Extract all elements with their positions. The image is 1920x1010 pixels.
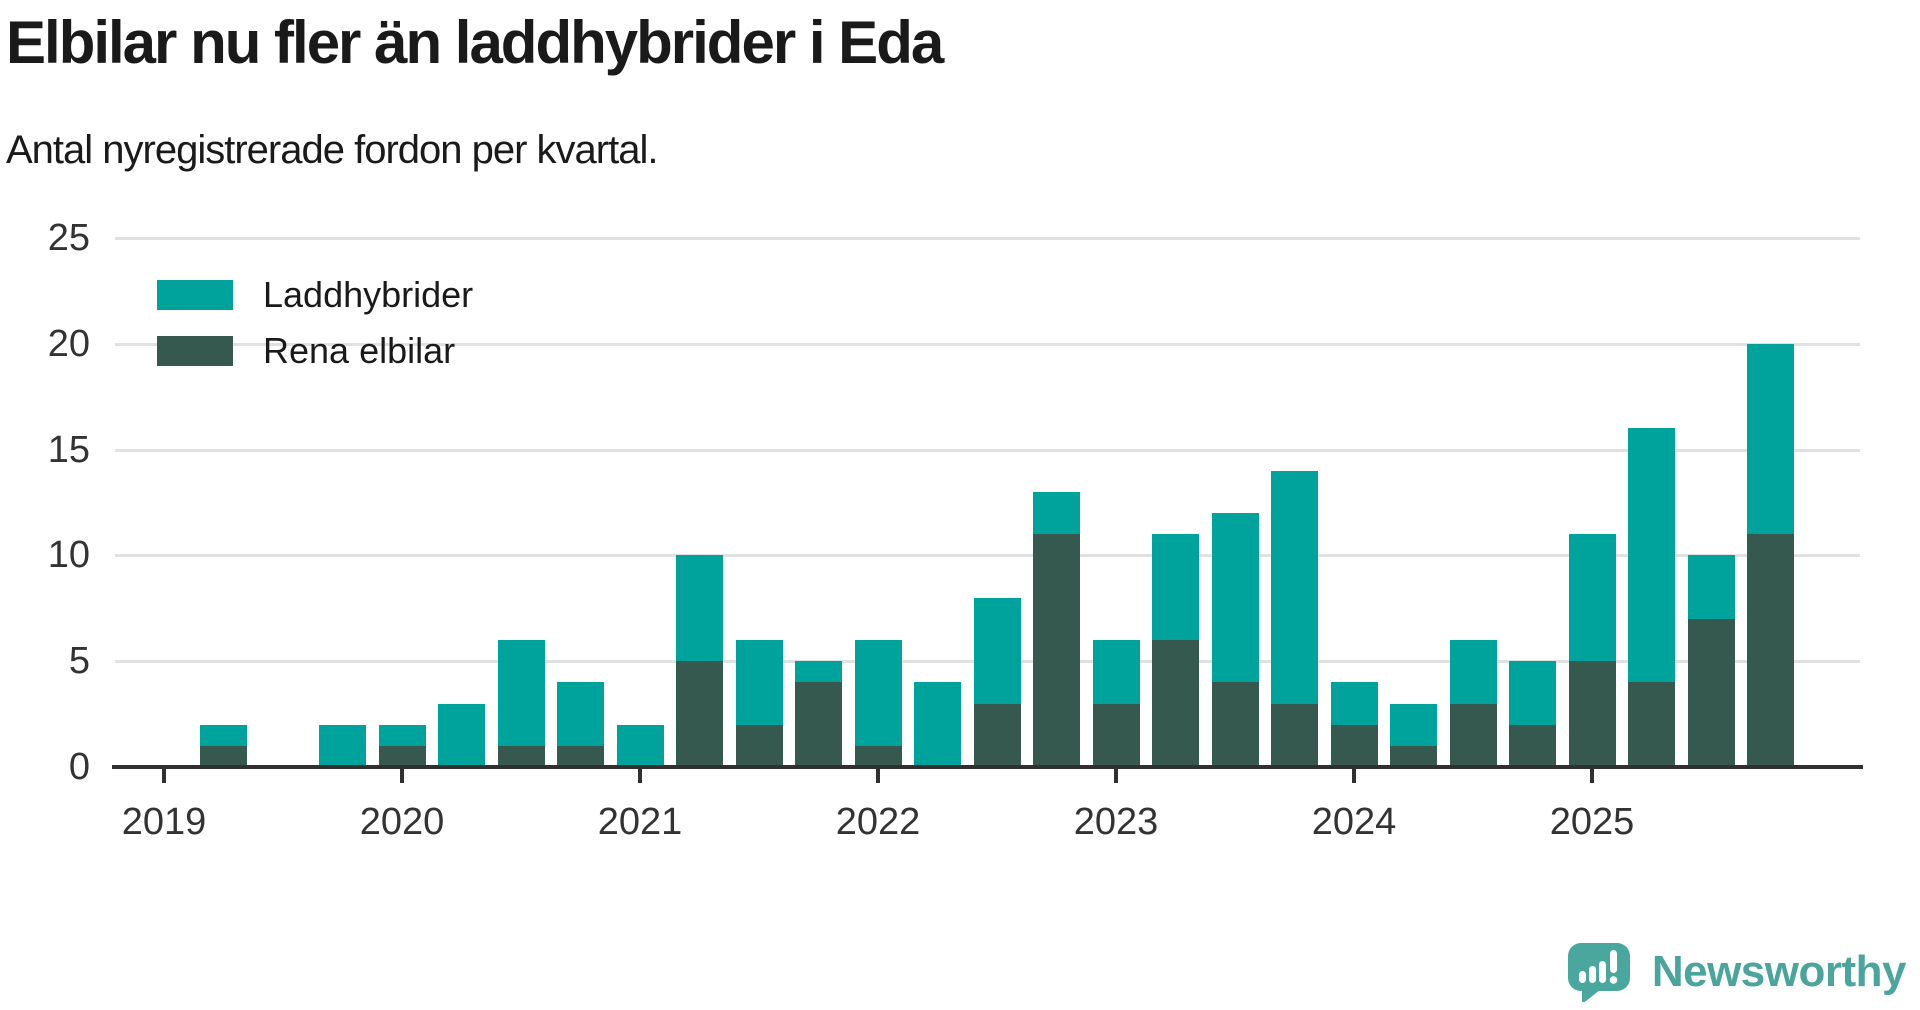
newsworthy-wordmark: Newsworthy <box>1652 940 1906 1004</box>
bar-segment-rena-elbilar <box>379 746 426 767</box>
bar-segment-rena-elbilar <box>1093 704 1140 767</box>
bar-segment-rena-elbilar <box>676 661 723 767</box>
bar-segment-laddhybrider <box>1450 640 1497 703</box>
axis-tick <box>1590 769 1594 783</box>
y-axis-label: 5 <box>0 639 90 683</box>
y-axis-label: 15 <box>0 428 90 472</box>
bar-segment-laddhybrider <box>1212 513 1259 682</box>
bar-segment-rena-elbilar <box>795 682 842 767</box>
x-axis-label: 2024 <box>1274 800 1434 844</box>
bar-segment-rena-elbilar <box>498 746 545 767</box>
bar-segment-rena-elbilar <box>1152 640 1199 767</box>
bar-segment-rena-elbilar <box>200 746 247 767</box>
y-axis-label: 20 <box>0 322 90 366</box>
newsworthy-logo-icon <box>1566 940 1632 1004</box>
x-axis-label: 2025 <box>1512 800 1672 844</box>
axis-tick <box>162 769 166 783</box>
legend: Laddhybrider Rena elbilar <box>157 280 473 392</box>
bar-segment-laddhybrider <box>1688 555 1735 618</box>
bar-segment-laddhybrider <box>1093 640 1140 703</box>
bar-segment-laddhybrider <box>319 725 366 767</box>
x-axis-label: 2022 <box>798 800 958 844</box>
bar-segment-rena-elbilar <box>974 704 1021 767</box>
gridline <box>115 449 1860 452</box>
bar-segment-rena-elbilar <box>1271 704 1318 767</box>
bar-segment-rena-elbilar <box>1331 725 1378 767</box>
bar-segment-laddhybrider <box>617 725 664 767</box>
bar-segment-rena-elbilar <box>1212 682 1259 767</box>
bar-segment-laddhybrider <box>379 725 426 746</box>
bar-segment-laddhybrider <box>795 661 842 682</box>
y-axis-label: 25 <box>0 216 90 260</box>
legend-label: Rena elbilar <box>263 336 455 366</box>
y-axis-label: 10 <box>0 533 90 577</box>
x-axis-label: 2020 <box>322 800 482 844</box>
gridline <box>115 237 1860 240</box>
bar-segment-rena-elbilar <box>1450 704 1497 767</box>
bar-segment-rena-elbilar <box>1509 725 1556 767</box>
bar-segment-rena-elbilar <box>1033 534 1080 767</box>
bar-segment-laddhybrider <box>1271 471 1318 704</box>
axis-tick <box>1352 769 1356 783</box>
bar-segment-rena-elbilar <box>1390 746 1437 767</box>
bar-segment-rena-elbilar <box>1747 534 1794 767</box>
legend-swatch <box>157 336 233 366</box>
x-axis-label: 2021 <box>560 800 720 844</box>
y-axis-label: 0 <box>0 745 90 789</box>
axis-tick <box>400 769 404 783</box>
bar-segment-laddhybrider <box>914 682 961 767</box>
x-axis-label: 2023 <box>1036 800 1196 844</box>
bar-segment-laddhybrider <box>1747 344 1794 534</box>
bar-segment-laddhybrider <box>1033 492 1080 534</box>
bar-segment-laddhybrider <box>676 555 723 661</box>
bar-segment-rena-elbilar <box>1569 661 1616 767</box>
bar-segment-laddhybrider <box>557 682 604 745</box>
bar-segment-rena-elbilar <box>1688 619 1735 767</box>
bar-segment-rena-elbilar <box>557 746 604 767</box>
bar-segment-laddhybrider <box>438 704 485 767</box>
legend-item: Laddhybrider <box>157 280 473 310</box>
bar-segment-laddhybrider <box>200 725 247 746</box>
bar-segment-laddhybrider <box>855 640 902 746</box>
bar-segment-laddhybrider <box>736 640 783 725</box>
bar-segment-laddhybrider <box>1569 534 1616 661</box>
bar-segment-rena-elbilar <box>1628 682 1675 767</box>
bar-segment-laddhybrider <box>1628 428 1675 682</box>
bar-segment-laddhybrider <box>1509 661 1556 724</box>
legend-item: Rena elbilar <box>157 336 473 366</box>
bar-segment-rena-elbilar <box>736 725 783 767</box>
x-axis-label: 2019 <box>84 800 244 844</box>
axis-tick <box>1114 769 1118 783</box>
bar-segment-rena-elbilar <box>855 746 902 767</box>
bar-segment-laddhybrider <box>1390 704 1437 746</box>
axis-tick <box>638 769 642 783</box>
bar-segment-laddhybrider <box>1331 682 1378 724</box>
newsworthy-logo: Newsworthy <box>1566 940 1906 1004</box>
legend-label: Laddhybrider <box>263 280 473 310</box>
bar-segment-laddhybrider <box>974 598 1021 704</box>
axis-baseline <box>112 765 1863 769</box>
newsworthy-chart-card: Elbilar nu fler än laddhybrider i Eda An… <box>0 0 1920 1010</box>
bar-segment-laddhybrider <box>1152 534 1199 640</box>
legend-swatch <box>157 280 233 310</box>
bar-segment-laddhybrider <box>498 640 545 746</box>
plot-area: 05101520252019202020212022202320242025 <box>0 0 1920 1010</box>
axis-tick <box>876 769 880 783</box>
